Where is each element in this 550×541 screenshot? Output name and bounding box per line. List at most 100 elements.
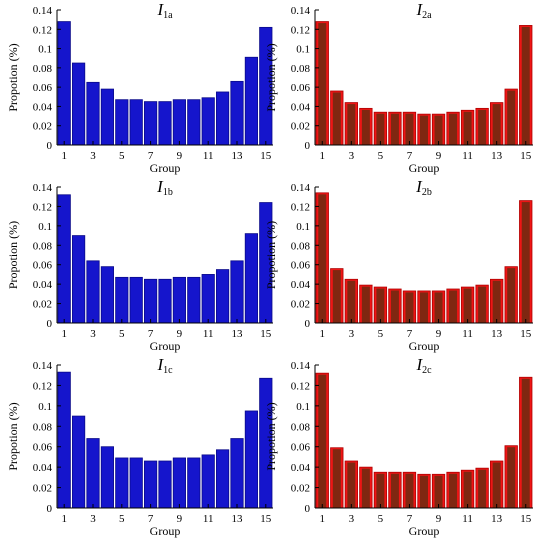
y-tick-label: 0.12 (291, 201, 310, 213)
bar-inner (463, 471, 472, 508)
bar-inner (376, 288, 385, 323)
y-tick-label: 0.08 (33, 421, 53, 433)
bar-inner (492, 462, 501, 508)
bar (86, 81, 100, 146)
x-axis-label: Group (150, 524, 181, 538)
bar (144, 460, 158, 509)
x-tick-label: 7 (148, 513, 154, 525)
bar (158, 101, 172, 146)
bar-inner (390, 290, 399, 323)
bar (201, 274, 215, 324)
x-tick-label: 3 (349, 513, 355, 525)
bar-inner (318, 23, 327, 145)
y-tick-label: 0 (47, 140, 53, 152)
bar (144, 101, 158, 146)
chart-title-sub: 1c (163, 365, 173, 376)
x-tick-label: 5 (119, 150, 125, 162)
y-tick-label: 0.06 (33, 260, 53, 272)
bar (230, 80, 244, 146)
x-tick-label: 9 (177, 328, 183, 340)
bar (216, 269, 230, 324)
y-tick-label: 0.1 (296, 221, 310, 233)
y-tick-label: 0.1 (38, 44, 52, 56)
x-tick-label: 1 (320, 513, 326, 525)
bar-inner (492, 280, 501, 323)
x-tick-label: 11 (462, 150, 473, 162)
x-tick-label: 3 (90, 150, 96, 162)
bar (144, 278, 158, 324)
bar (172, 457, 186, 509)
y-tick-label: 0.12 (291, 24, 310, 36)
bar-inner (405, 113, 414, 145)
x-tick-label: 1 (61, 328, 67, 340)
x-tick-label: 3 (349, 328, 355, 340)
x-tick-label: 15 (260, 150, 272, 162)
bar (72, 415, 86, 509)
x-tick-label: 13 (491, 150, 503, 162)
y-tick-label: 0.04 (33, 279, 53, 291)
bar-inner (521, 378, 530, 508)
chart-title-main: I (156, 355, 164, 374)
x-tick-label: 9 (436, 513, 442, 525)
x-tick-label: 9 (177, 513, 183, 525)
y-tick-label: 0.1 (296, 401, 310, 413)
x-tick-label: 5 (119, 513, 125, 525)
y-tick-label: 0.06 (291, 260, 311, 272)
x-axis-label: Group (409, 339, 440, 353)
bar-inner (478, 469, 487, 508)
chart-title: I2c (415, 355, 432, 376)
bar-inner (507, 90, 516, 145)
x-tick-label: 13 (232, 513, 244, 525)
x-tick-label: 15 (260, 513, 272, 525)
bar-inner (376, 473, 385, 508)
bar (172, 276, 186, 324)
bar (244, 233, 258, 324)
y-tick-label: 0.04 (291, 279, 311, 291)
y-axis-label: Propotion (%) (264, 43, 278, 111)
chart-title-sub: 1b (163, 187, 173, 198)
bar-inner (420, 115, 428, 145)
chart-title-main: I (415, 355, 423, 374)
y-tick-label: 0.02 (291, 483, 310, 495)
chart-title-sub: 2c (422, 365, 432, 376)
x-tick-label: 3 (90, 513, 96, 525)
bar-inner (521, 26, 530, 145)
y-tick-label: 0.04 (33, 101, 53, 113)
chart-title: I1b (156, 177, 173, 198)
chart-title: I2a (415, 0, 432, 21)
chart-title-sub: 2a (422, 10, 432, 21)
y-tick-label: 0.08 (291, 240, 311, 252)
x-axis-label: Group (409, 524, 440, 538)
bar (100, 446, 114, 509)
x-axis-label: Group (150, 161, 181, 175)
x-tick-label: 5 (119, 328, 125, 340)
bar-inner (390, 113, 399, 145)
chart-panel-1c: 00.020.040.060.080.10.120.141 3 5 7 9 11 13 15G… (6, 355, 273, 538)
bar (115, 457, 129, 509)
x-tick-label: 7 (407, 328, 413, 340)
x-tick-label: 15 (260, 328, 272, 340)
bar (230, 260, 244, 324)
bar-inner (478, 286, 487, 323)
bar (72, 235, 86, 324)
y-tick-label: 0 (47, 318, 53, 330)
y-tick-label: 0.14 (291, 182, 311, 194)
bar (187, 276, 201, 324)
bar-inner (449, 473, 458, 508)
bar-inner (361, 286, 370, 323)
bar-inner (434, 475, 443, 508)
chart-title-main: I (415, 177, 423, 196)
bar (86, 438, 100, 509)
x-tick-label: 5 (378, 513, 384, 525)
bar (115, 276, 129, 324)
bar-inner (449, 290, 458, 323)
bar-inner (361, 109, 370, 145)
bar (100, 266, 114, 324)
chart-title-main: I (415, 0, 423, 19)
bar (129, 276, 143, 324)
bar-inner (361, 468, 370, 508)
bar-inner (434, 292, 443, 323)
bar-inner (318, 194, 327, 323)
bar-inner (478, 109, 487, 145)
x-tick-label: 9 (436, 328, 442, 340)
